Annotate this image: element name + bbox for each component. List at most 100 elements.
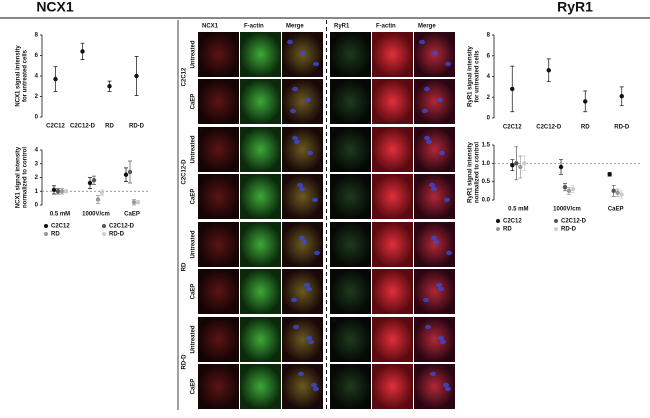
micrograph bbox=[372, 269, 413, 314]
y-tick-label: 8 bbox=[35, 33, 39, 39]
row-label: CaEP bbox=[191, 284, 197, 300]
y-tick-label: 8 bbox=[487, 33, 491, 39]
x-tick-label: 0.5 mM bbox=[508, 207, 528, 213]
legend-label: RD bbox=[503, 227, 512, 233]
nucleus bbox=[313, 386, 319, 392]
micrograph bbox=[330, 174, 371, 219]
data-point bbox=[566, 188, 572, 194]
micrograph bbox=[198, 269, 239, 314]
micrograph bbox=[414, 317, 455, 362]
data-point bbox=[91, 178, 97, 183]
data-point bbox=[80, 49, 85, 54]
y-axis-label: NCX1 signal intensity bbox=[16, 45, 22, 107]
nucleus bbox=[300, 50, 306, 56]
nucleus bbox=[439, 150, 445, 156]
y-tick-label: 4 bbox=[35, 148, 39, 154]
y-tick-label: 6 bbox=[35, 53, 39, 59]
nucleus bbox=[437, 97, 443, 103]
legend-label: RD-D bbox=[561, 227, 577, 233]
micrograph bbox=[414, 127, 455, 172]
micrograph bbox=[240, 32, 281, 77]
nucleus bbox=[306, 286, 312, 292]
micrograph bbox=[240, 269, 281, 314]
micrograph bbox=[282, 317, 323, 362]
data-point bbox=[134, 73, 139, 79]
nucleus bbox=[287, 39, 293, 45]
micrograph bbox=[198, 127, 239, 172]
panel-letter: B bbox=[200, 129, 205, 135]
panel-letter: H bbox=[332, 319, 336, 325]
nucleus bbox=[299, 235, 305, 241]
nucleus bbox=[432, 50, 438, 56]
nucleus bbox=[444, 197, 450, 203]
micrograph bbox=[282, 174, 323, 219]
micrograph bbox=[372, 127, 413, 172]
panel-letter: C bbox=[200, 224, 205, 230]
micrograph bbox=[414, 269, 455, 314]
column-header: F-actin bbox=[376, 24, 396, 30]
column-header: NCX1 bbox=[202, 24, 219, 30]
micrograph bbox=[414, 222, 455, 267]
group-label: C2C12-D bbox=[182, 159, 188, 185]
row-label: Untreated bbox=[191, 230, 197, 258]
x-tick-label: 1000V/cm bbox=[82, 212, 110, 218]
nucleus bbox=[314, 250, 320, 256]
nucleus bbox=[429, 182, 435, 188]
y-axis-label: for untreated cells bbox=[23, 49, 29, 102]
micrograph bbox=[372, 364, 413, 409]
nucleus bbox=[299, 186, 305, 192]
nucleus bbox=[293, 324, 299, 330]
x-tick-label: CaEP bbox=[124, 212, 140, 218]
y-axis-label: RyR1 signal intensity bbox=[468, 45, 474, 106]
nucleus bbox=[292, 135, 298, 141]
y-axis-label: normalized to control bbox=[475, 142, 481, 203]
nucleus bbox=[438, 286, 444, 292]
x-tick-label: CaEP bbox=[608, 207, 624, 213]
panel-letter: F bbox=[332, 129, 336, 135]
panel-letter: G bbox=[332, 224, 337, 230]
data-point bbox=[59, 189, 65, 194]
section-title: RyR1 bbox=[557, 0, 593, 15]
micrograph bbox=[372, 79, 413, 124]
x-tick-label: RD-D bbox=[129, 124, 145, 130]
data-point bbox=[131, 200, 137, 205]
nucleus bbox=[306, 335, 312, 341]
column-header: Merge bbox=[286, 24, 304, 30]
legend-marker bbox=[496, 227, 500, 231]
micrograph bbox=[282, 269, 323, 314]
data-point bbox=[107, 84, 112, 89]
micrograph bbox=[282, 364, 323, 409]
x-tick-label: C2C12 bbox=[503, 125, 522, 131]
nucleus bbox=[294, 139, 300, 145]
data-point bbox=[53, 76, 58, 82]
micrograph bbox=[240, 79, 281, 124]
data-point bbox=[127, 169, 133, 175]
micrograph bbox=[198, 317, 239, 362]
nucleus bbox=[422, 108, 428, 114]
data-point bbox=[518, 164, 523, 170]
y-tick-label: 2 bbox=[35, 175, 39, 181]
group-label: RD-D bbox=[182, 354, 188, 370]
panel-letter: E bbox=[332, 34, 336, 40]
column-header: RyR1 bbox=[334, 24, 350, 30]
micrograph bbox=[330, 79, 371, 124]
x-tick-label: C2C12-D bbox=[70, 124, 96, 130]
micrograph bbox=[330, 364, 371, 409]
nucleus bbox=[446, 250, 452, 256]
data-point bbox=[562, 184, 568, 190]
nucleus bbox=[423, 297, 429, 303]
micrograph bbox=[240, 222, 281, 267]
micrograph bbox=[372, 317, 413, 362]
nucleus bbox=[445, 386, 451, 392]
micrograph bbox=[372, 174, 413, 219]
nucleus bbox=[290, 108, 296, 114]
micrograph bbox=[330, 32, 371, 77]
data-point bbox=[55, 189, 61, 194]
row-label: Untreated bbox=[191, 135, 197, 163]
nucleus bbox=[311, 382, 317, 388]
nucleus bbox=[308, 339, 314, 345]
nucleus bbox=[438, 335, 444, 341]
y-axis-label: NCX1 signal intensity bbox=[16, 146, 22, 208]
nucleus bbox=[291, 297, 297, 303]
y-tick-label: 6 bbox=[487, 53, 491, 59]
